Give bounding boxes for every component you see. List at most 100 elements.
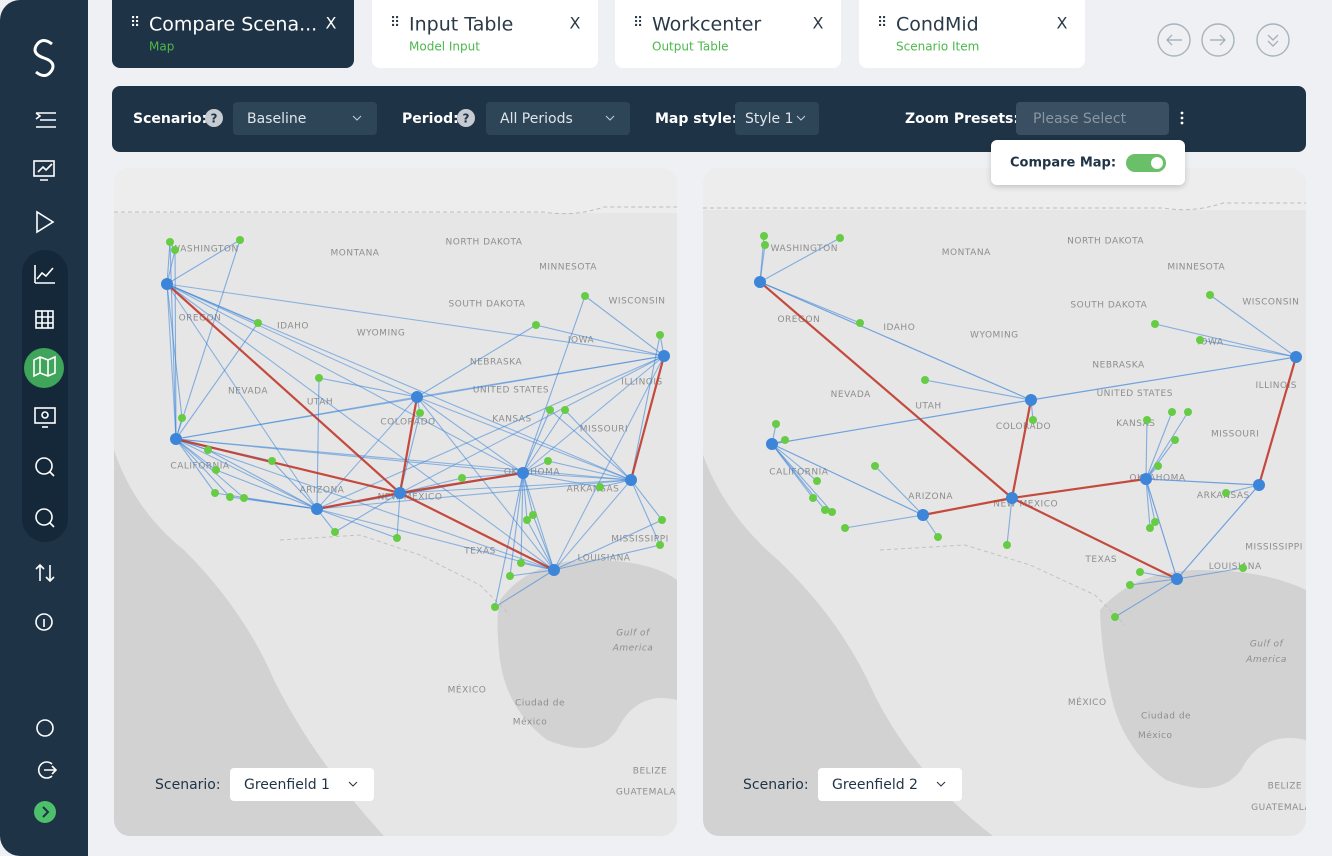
map-label: America <box>612 644 654 654</box>
site <box>1222 489 1230 497</box>
dropdown-value: Style 1 <box>745 111 794 127</box>
site <box>212 466 220 474</box>
dropdown[interactable] <box>230 768 374 801</box>
route <box>522 472 555 571</box>
route <box>844 514 924 529</box>
site <box>240 494 248 502</box>
map-panel[interactable]: WASHINGTON MONTANA NORTH DAKOTA MINNESOTA SO… <box>703 168 1329 836</box>
dropdown[interactable] <box>1016 102 1169 135</box>
map-label: SOUTH DAKOTA <box>1070 301 1147 311</box>
route <box>584 295 665 357</box>
route <box>547 460 632 481</box>
route <box>207 449 318 510</box>
tab[interactable]: ⠿ Input Table Model Input X <box>372 0 598 68</box>
site <box>226 493 234 501</box>
logo[interactable] <box>33 39 55 77</box>
view-icon[interactable] <box>34 407 56 424</box>
search-icon-2[interactable] <box>35 508 53 526</box>
next-button[interactable] <box>1201 23 1235 57</box>
site <box>1029 416 1037 424</box>
info-icon[interactable] <box>35 613 53 631</box>
tab[interactable]: ⠿ Workcenter Output Table X <box>615 0 841 68</box>
tab-close[interactable]: X <box>1057 14 1068 33</box>
route <box>399 479 632 494</box>
site <box>517 559 525 567</box>
site <box>561 406 569 414</box>
route <box>630 334 661 481</box>
map-label: ILLINOIS <box>621 378 663 388</box>
map-label: OREGON <box>777 315 820 325</box>
site <box>656 541 664 549</box>
map-label: KANSAS <box>1116 419 1155 429</box>
help[interactable]: ? <box>463 112 470 126</box>
route <box>334 492 401 533</box>
table-icon[interactable] <box>35 310 54 329</box>
facility <box>658 350 670 362</box>
route <box>316 377 320 510</box>
site <box>871 462 879 470</box>
route <box>166 283 259 324</box>
monitor-icon[interactable] <box>33 160 55 177</box>
tab[interactable]: ⠿ Compare Scena... Map X <box>112 0 354 68</box>
route <box>522 472 528 521</box>
map-label: ARKANSAS <box>567 485 620 495</box>
tab-close[interactable]: X <box>813 14 824 33</box>
chart-icon[interactable] <box>34 265 55 284</box>
route <box>166 283 418 398</box>
search-icon[interactable] <box>35 457 53 475</box>
map-label: Ciudad de <box>1141 712 1191 722</box>
menu-icon[interactable] <box>35 112 56 128</box>
tab-close[interactable]: X <box>570 14 581 33</box>
map-label: México <box>513 717 547 728</box>
more-button[interactable] <box>1180 111 1184 125</box>
route <box>1145 478 1151 529</box>
map-label: OREGON <box>179 314 222 324</box>
map-label: NEBRASKA <box>1092 360 1145 370</box>
dropdown[interactable] <box>486 102 630 135</box>
route <box>509 569 555 577</box>
route <box>175 438 231 498</box>
site <box>491 603 499 611</box>
site <box>581 292 589 300</box>
site <box>921 376 929 384</box>
dropdown[interactable] <box>818 768 962 801</box>
site <box>596 483 604 491</box>
site <box>1168 408 1176 416</box>
site <box>315 374 323 382</box>
route <box>1176 567 1244 580</box>
route <box>549 409 632 481</box>
route <box>175 239 241 440</box>
dropdown-value: Baseline <box>247 111 306 127</box>
tab-close[interactable]: X <box>326 14 337 33</box>
svg-text:⠿: ⠿ <box>633 15 643 31</box>
route <box>630 479 663 521</box>
map-label: SOUTH DAKOTA <box>449 300 526 310</box>
map-panel[interactable]: WASHINGTON MONTANA NORTH DAKOTA MINNESOTA SO… <box>114 168 694 836</box>
site <box>204 446 212 454</box>
facility <box>625 474 637 486</box>
help-icon[interactable] <box>36 719 54 737</box>
route <box>399 471 524 495</box>
help[interactable]: ? <box>211 112 218 126</box>
collapse-button[interactable] <box>1256 23 1290 57</box>
route <box>416 355 665 398</box>
map-nav-active[interactable] <box>24 348 64 388</box>
map-label: UTAH <box>307 398 333 408</box>
facility <box>1253 479 1265 491</box>
dropdown[interactable] <box>735 102 819 135</box>
dropdown[interactable] <box>233 102 377 135</box>
logout-icon[interactable] <box>37 761 58 779</box>
site <box>828 508 836 516</box>
route <box>175 322 259 440</box>
facility <box>311 503 323 515</box>
tab[interactable]: ⠿ CondMid Scenario Item X <box>859 0 1085 68</box>
prev-button[interactable] <box>1157 23 1191 57</box>
sort-icon[interactable] <box>35 563 55 583</box>
site <box>166 238 174 246</box>
site <box>1196 336 1204 344</box>
route <box>166 241 171 285</box>
facility <box>170 433 182 445</box>
route <box>553 355 665 571</box>
expand-button[interactable] <box>34 801 56 823</box>
play-icon[interactable] <box>36 210 55 234</box>
